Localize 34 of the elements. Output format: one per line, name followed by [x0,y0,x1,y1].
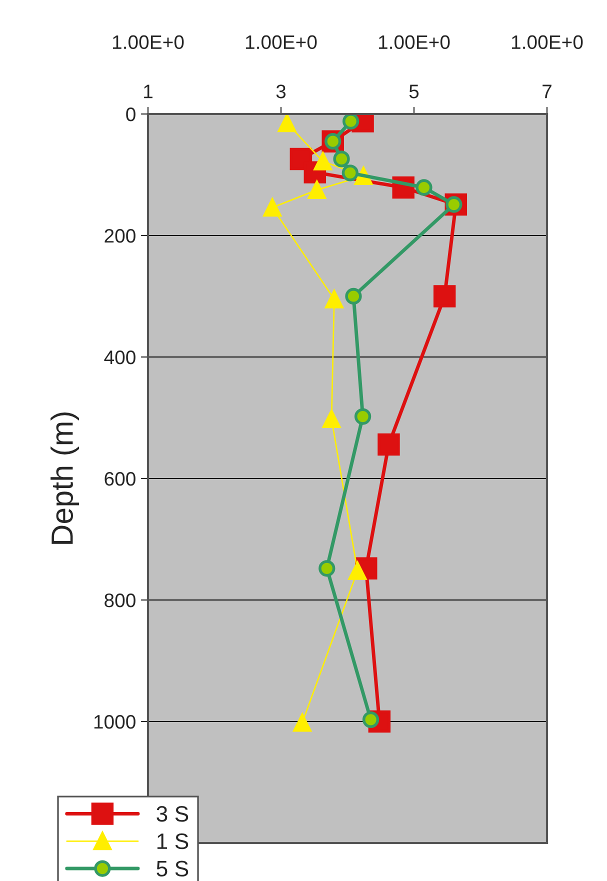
x-tick-label: 3 [276,84,286,98]
point [314,152,332,170]
x-tick-label: 5 [409,84,419,98]
y-tick-label: 400 [104,350,136,364]
point [354,408,372,425]
point [345,288,362,305]
point [333,150,350,168]
y-tick-label: 0 [126,107,136,122]
point [342,164,358,182]
legend-label: 5 S [156,860,188,877]
point [308,180,326,199]
point [416,179,432,196]
x-tick-label: 1 [144,84,152,98]
point [293,714,312,732]
y-tick-label: 200 [104,228,136,243]
point [378,433,400,456]
y-tick-label: 1000 [94,714,136,729]
point [342,114,360,130]
legend-label: 1 S [157,833,188,850]
point [263,198,282,217]
text: 1.00E+0 [378,35,450,50]
y-tick-label: 800 [104,593,136,608]
point [322,410,341,428]
y-tick-label: 600 [104,472,136,486]
x-tick-label: 7 [542,84,552,98]
text: 1.00E+0 [112,35,184,50]
point [325,290,344,308]
text: 1.00E+0 [246,35,317,50]
text: 1.00E+0 [512,35,583,50]
legend-label: 3 S [156,806,188,822]
point [318,560,336,577]
y-axis-title: Depth (m) [50,412,80,544]
point [278,114,296,132]
point [433,285,456,308]
